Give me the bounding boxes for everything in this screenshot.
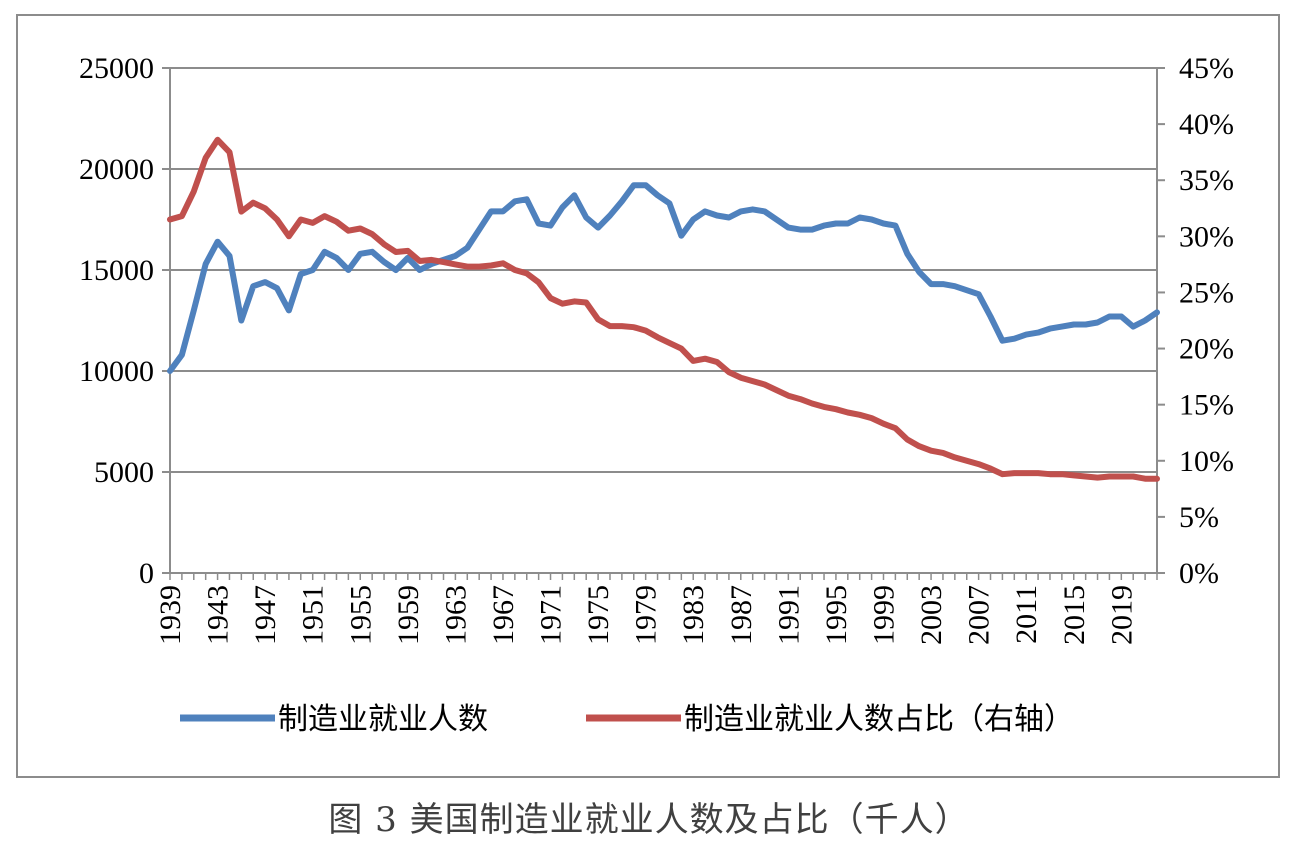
x-tick-label: 2015 bbox=[1058, 585, 1091, 645]
x-tick-label: 1947 bbox=[249, 585, 282, 645]
series-lines bbox=[167, 136, 1160, 482]
y-left-tick-label: 5000 bbox=[94, 456, 154, 489]
y-left-tick-label: 20000 bbox=[79, 153, 154, 186]
x-tick-label: 1939 bbox=[154, 585, 187, 645]
legend-label: 制造业就业人数占比（右轴） bbox=[684, 702, 1074, 737]
x-tick-label: 2003 bbox=[915, 585, 948, 645]
figure-caption: 图 3 美国制造业就业人数及占比（千人） bbox=[328, 800, 970, 840]
x-tick-label: 1971 bbox=[535, 585, 568, 645]
y-right-tick-label: 30% bbox=[1179, 220, 1234, 253]
y-right-tick-label: 20% bbox=[1179, 333, 1234, 366]
y-left-tick-label: 10000 bbox=[79, 355, 154, 388]
gridlines bbox=[170, 67, 1157, 473]
x-tick-label: 1951 bbox=[297, 585, 330, 645]
x-tick-label: 2007 bbox=[963, 585, 996, 645]
y-left-tick-label: 0 bbox=[139, 557, 154, 590]
x-tick-label: 1975 bbox=[582, 585, 615, 645]
x-tick-label: 1967 bbox=[487, 585, 520, 645]
y-right-tick-label: 40% bbox=[1179, 108, 1234, 141]
x-tick-label: 1963 bbox=[439, 585, 472, 645]
x-tick-label: 1955 bbox=[344, 585, 377, 645]
x-tick-label: 1999 bbox=[867, 585, 900, 645]
y-right-tick-label: 10% bbox=[1179, 445, 1234, 478]
axes: 0 5000 10000 15000 20000 25000 0% 5% 10% 15% 20% 25… bbox=[79, 52, 1234, 645]
y-right-tick-label: 45% bbox=[1179, 52, 1234, 85]
series-line-employment bbox=[167, 182, 1160, 374]
x-tick-label: 1987 bbox=[725, 585, 758, 645]
y-left-tick-label: 25000 bbox=[79, 52, 154, 85]
y-left-tick-label: 15000 bbox=[79, 254, 154, 287]
legend: 制造业就业人数 制造业就业人数占比（右轴） bbox=[180, 702, 1074, 737]
x-tick-label: 1991 bbox=[772, 585, 805, 645]
chart-frame bbox=[16, 14, 1280, 778]
x-tick-label: 2019 bbox=[1105, 585, 1138, 645]
line-chart: 0 5000 10000 15000 20000 25000 0% 5% 10% 15% 20% 25… bbox=[79, 52, 1234, 737]
y-right-tick-label: 25% bbox=[1179, 276, 1234, 309]
x-tick-label: 1943 bbox=[202, 585, 235, 645]
y-right-tick-label: 35% bbox=[1179, 164, 1234, 197]
legend-label: 制造业就业人数 bbox=[278, 702, 488, 737]
y-right-tick-label: 15% bbox=[1179, 389, 1234, 422]
x-tick-label: 1979 bbox=[630, 585, 663, 645]
x-tick-label: 2011 bbox=[1010, 585, 1043, 644]
x-tick-label: 1959 bbox=[392, 585, 425, 645]
x-tick-label: 1995 bbox=[820, 585, 853, 645]
y-right-tick-label: 0% bbox=[1179, 557, 1219, 590]
x-tick-label: 1983 bbox=[677, 585, 710, 645]
y-right-tick-label: 5% bbox=[1179, 501, 1219, 534]
series-line-share bbox=[167, 136, 1160, 482]
